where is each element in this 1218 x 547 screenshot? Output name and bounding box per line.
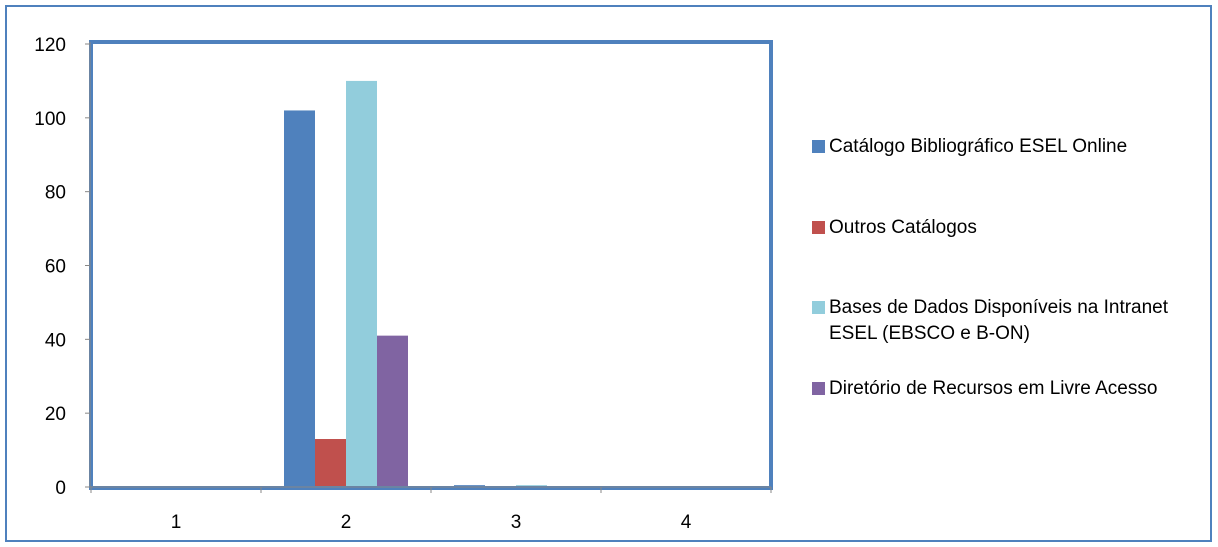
legend-swatch: [812, 382, 825, 395]
y-tick-label: 80: [45, 183, 66, 204]
x-tick-label: 3: [511, 512, 522, 533]
y-tick-label: 0: [55, 478, 66, 499]
legend-label: Diretório de Recursos em Livre Acesso: [829, 378, 1158, 399]
bar-series-4-cat-2: [377, 335, 408, 487]
legend-label: Catálogo Bibliográfico ESEL Online: [829, 136, 1128, 157]
legend-swatch: [812, 140, 825, 153]
legend-swatch: [812, 301, 825, 314]
legend-item: Bases de Dados Disponíveis na Intranet E…: [812, 295, 1189, 347]
y-tick-label: 120: [34, 35, 66, 56]
y-tick-label: 60: [45, 257, 66, 278]
legend-label: Bases de Dados Disponíveis na Intranet E…: [829, 297, 1169, 344]
y-tick-label: 100: [34, 109, 66, 130]
legend-item: Outros Catálogos: [812, 215, 1189, 241]
y-tick-label: 20: [45, 404, 66, 425]
x-tick-label: 1: [171, 512, 182, 533]
bar-series-2-cat-2: [315, 439, 346, 487]
chart-frame: [5, 5, 1212, 542]
legend-item: Diretório de Recursos em Livre Acesso: [812, 376, 1189, 402]
legend-item: Catálogo Bibliográfico ESEL Online: [812, 134, 1189, 160]
x-tick-label: 4: [681, 512, 692, 533]
legend-label: Outros Catálogos: [829, 217, 977, 238]
bar-series-1-cat-2: [284, 110, 315, 487]
bars-layer: [284, 80, 547, 488]
legend-swatch: [812, 221, 825, 234]
plot-area-border: [89, 40, 773, 490]
y-tick-label: 40: [45, 330, 66, 351]
axes-layer: 0 20 40 60 80 100 120 1 2 3 4: [34, 35, 772, 533]
bar-series-3-cat-2: [346, 80, 377, 488]
x-tick-label: 2: [341, 512, 352, 533]
